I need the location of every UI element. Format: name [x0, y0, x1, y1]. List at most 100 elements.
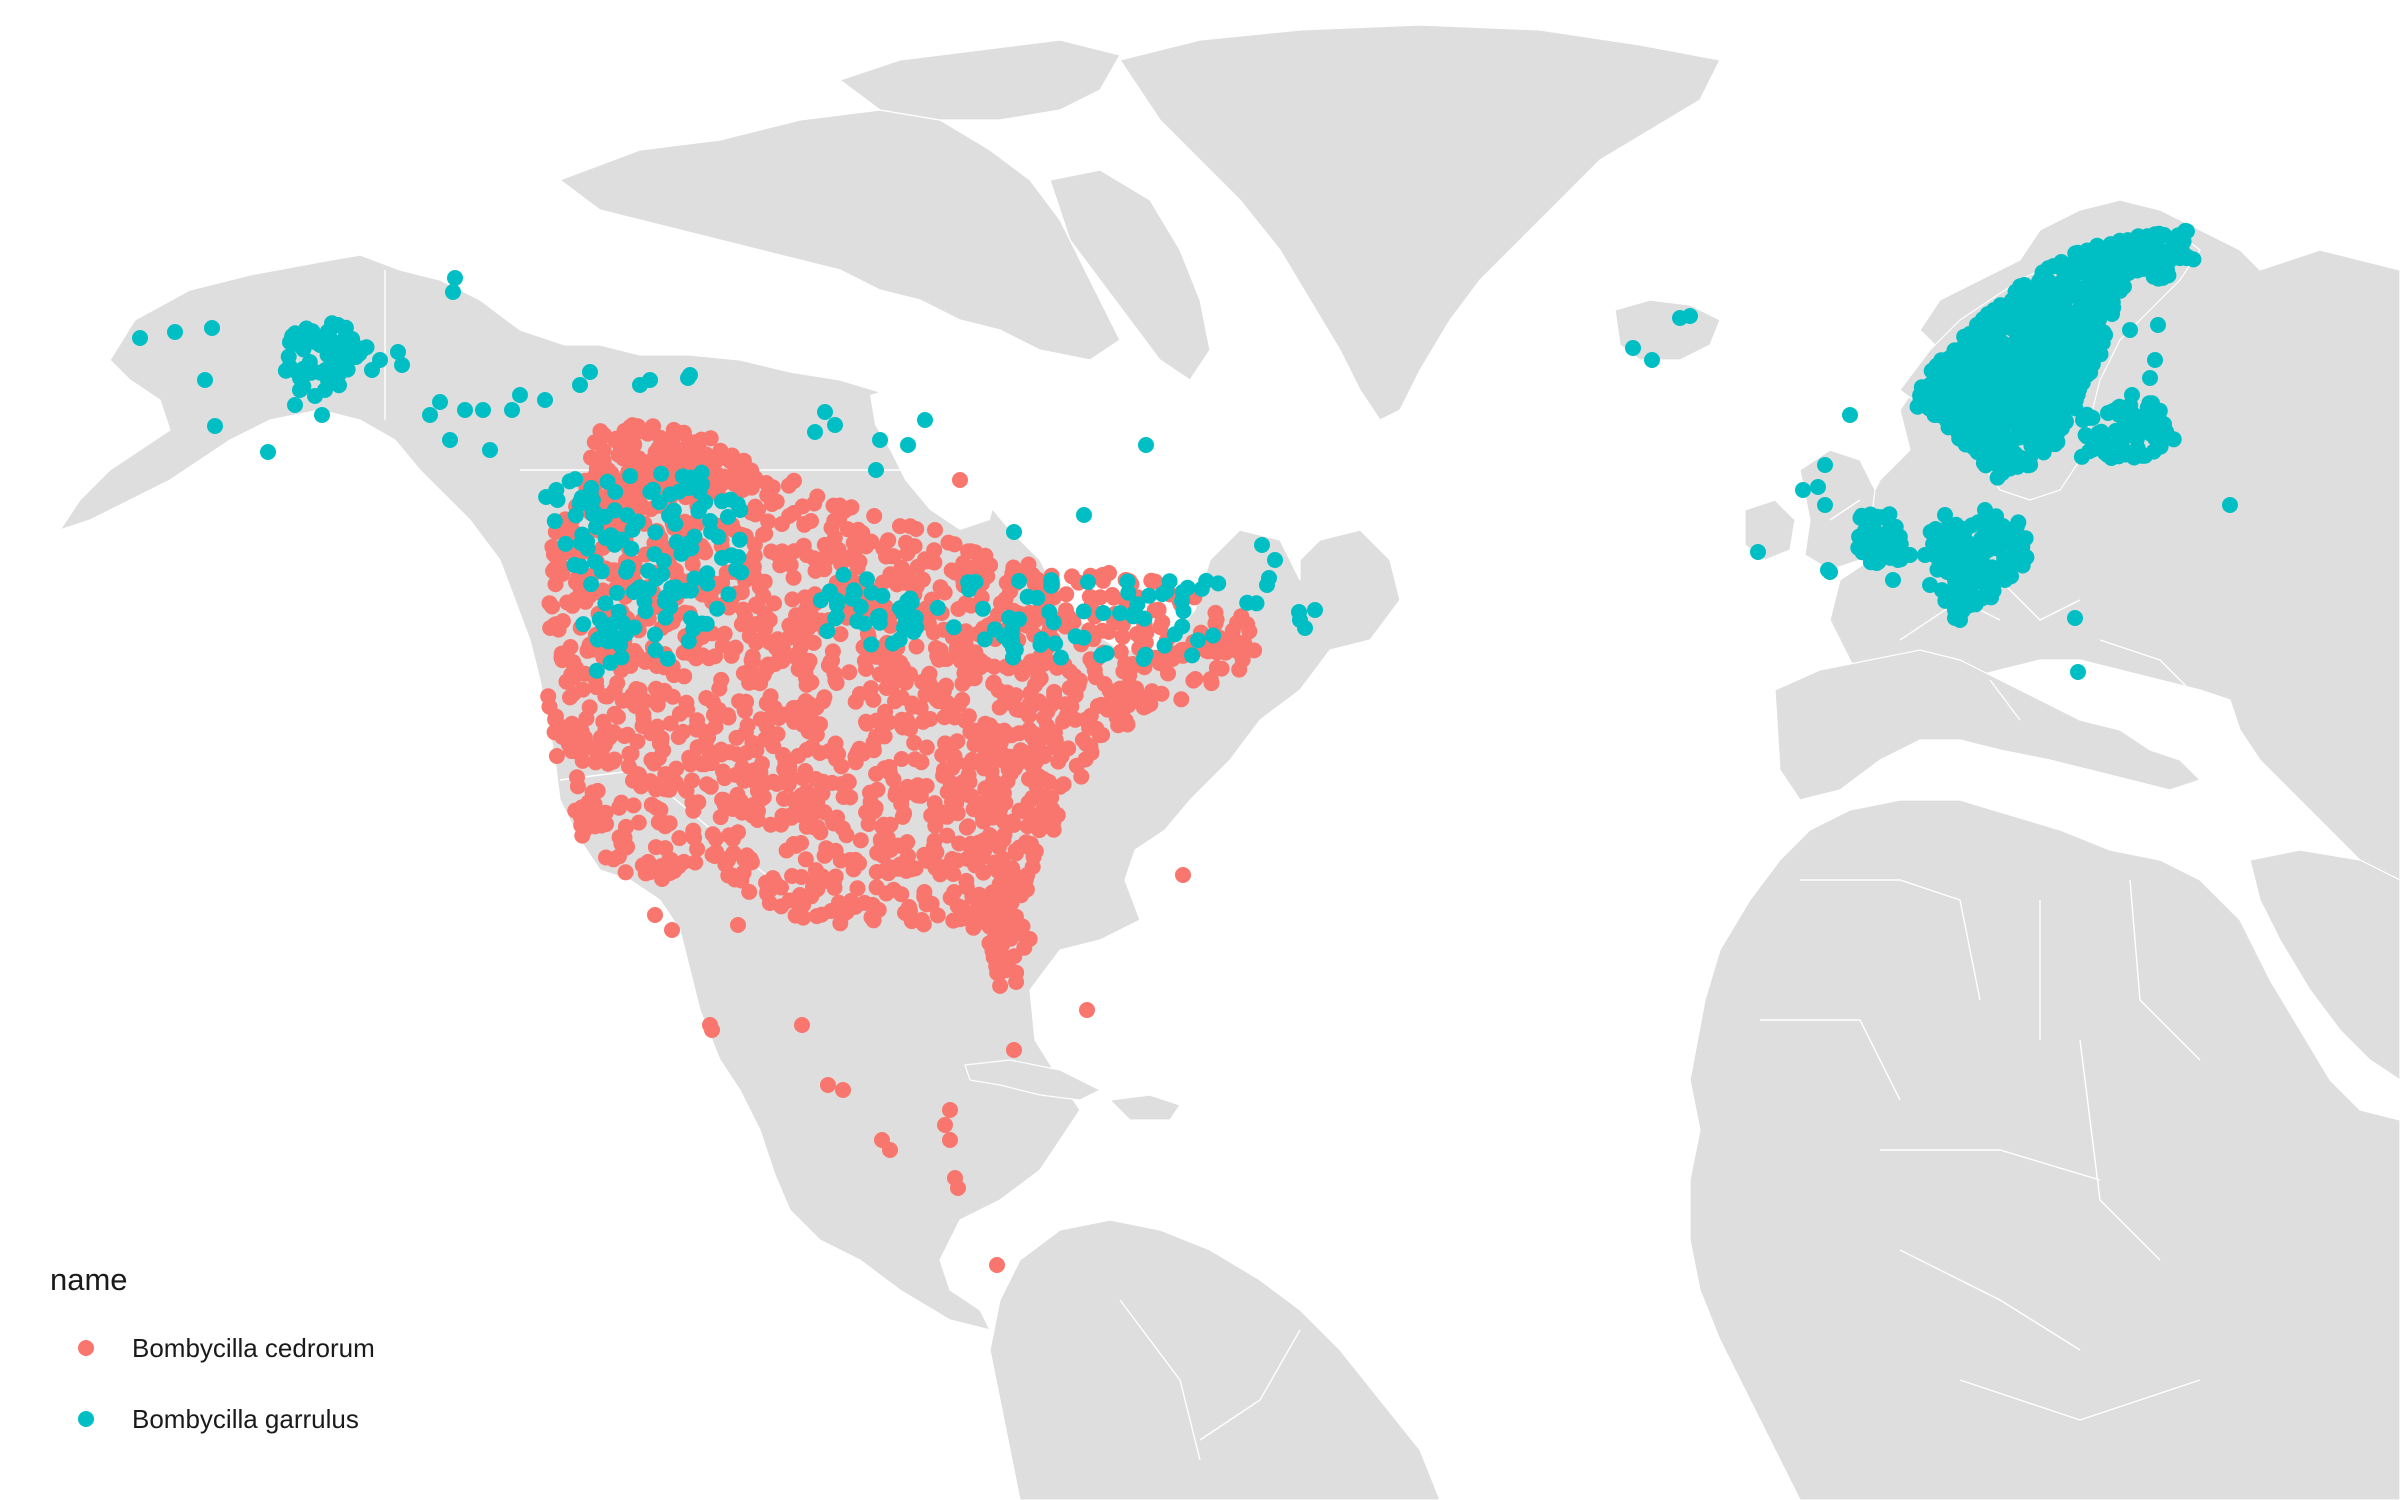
cedrorum-point [605, 562, 622, 579]
garrulus-point [659, 650, 676, 667]
cedrorum-point [922, 711, 939, 727]
garrulus-point [1971, 422, 1988, 438]
garrulus-point [1862, 554, 1879, 571]
cedrorum-point [785, 505, 802, 521]
cedrorum-point [965, 801, 982, 818]
cedrorum-point [785, 569, 802, 586]
cedrorum-point [985, 675, 1002, 692]
garrulus-point [2058, 283, 2075, 300]
land-masses [58, 24, 2400, 1500]
cedrorum-point [869, 781, 886, 798]
south-america [989, 1219, 1441, 1500]
garrulus-point [2126, 407, 2142, 423]
cedrorum-point [964, 888, 981, 905]
cedrorum-point [700, 650, 717, 667]
garrulus-point [917, 412, 933, 428]
garrulus-point [636, 593, 653, 610]
cedrorum-point [634, 460, 651, 477]
cedrorum-point [866, 508, 883, 524]
cedrorum-point [1022, 685, 1039, 702]
cedrorum-point [1030, 669, 1047, 686]
garrulus-point [546, 513, 563, 530]
cedrorum-point [945, 866, 962, 882]
cedrorum-point [946, 564, 963, 581]
garrulus-point [871, 608, 888, 624]
cedrorum-point [595, 451, 612, 468]
cedrorum-point [1208, 611, 1225, 628]
country-borders [384, 270, 2201, 1461]
garrulus-point [647, 642, 664, 659]
garrulus-point [686, 528, 703, 545]
cedrorum-point [794, 770, 811, 787]
garrulus-point [585, 506, 601, 523]
cedrorum-point [890, 568, 907, 585]
garrulus-point [828, 597, 845, 613]
cedrorum-point [892, 518, 908, 535]
cedrorum-point [908, 638, 925, 655]
cedrorum-point [768, 545, 785, 562]
cedrorum-point [795, 537, 812, 554]
cedrorum-point [874, 836, 891, 853]
garrulus-point [863, 636, 880, 653]
garrulus-point [1093, 647, 1110, 664]
garrulus-point [1141, 587, 1157, 604]
cedrorum-point [1241, 623, 1258, 640]
cedrorum-point [753, 755, 770, 772]
cedrorum-point [874, 665, 890, 682]
garrulus-point [1052, 649, 1069, 666]
cedrorum-point [1061, 663, 1078, 680]
garrulus-point [2092, 298, 2109, 314]
cedrorum-point [1006, 1042, 1022, 1058]
cedrorum-point [926, 542, 943, 559]
cedrorum-point [993, 730, 1010, 747]
garrulus-point [2112, 401, 2129, 418]
cedrorum-point [1035, 800, 1052, 817]
cedrorum-point [759, 660, 775, 677]
cedrorum-point [833, 758, 850, 775]
garrulus-point [280, 348, 297, 365]
cedrorum-point [1067, 711, 1084, 728]
cedrorum-point [637, 693, 654, 709]
cedrorum-point [1008, 974, 1025, 990]
garrulus-point [1095, 605, 1112, 621]
cedrorum-point [791, 903, 808, 920]
cedrorum-point [707, 718, 724, 735]
cedrorum-point [664, 922, 680, 938]
cedrorum-point [939, 827, 956, 844]
cedrorum-point [747, 506, 764, 523]
cedrorum-point [1153, 685, 1170, 702]
garrulus-point [1112, 605, 1129, 622]
garrulus-point [2003, 366, 2020, 382]
garrulus-point [602, 527, 619, 544]
cedrorum-point [629, 733, 646, 750]
cedrorum-point [876, 760, 893, 777]
cedrorum-point [835, 789, 852, 805]
garrulus-point [447, 270, 463, 286]
cedrorum-point [689, 712, 706, 729]
cedrorum-point [815, 693, 831, 710]
garrulus-point [1184, 647, 1201, 664]
garrulus-point [1307, 602, 1323, 618]
cedrorum-point [990, 922, 1006, 939]
cedrorum-point [1050, 753, 1067, 770]
cedrorum-point [647, 907, 663, 923]
cedrorum-point [797, 851, 814, 868]
garrulus-point [653, 465, 670, 482]
cedrorum-point [1045, 813, 1062, 830]
cedrorum-point [1026, 732, 1043, 749]
garrulus-point [2045, 383, 2062, 400]
garrulus-point [132, 330, 148, 346]
cedrorum-point [596, 736, 613, 753]
cedrorum-point [712, 809, 729, 826]
cedrorum-point [1123, 692, 1140, 709]
garrulus-point [1210, 575, 1227, 592]
cedrorum-point [1134, 623, 1151, 639]
garrulus-point [2020, 428, 2037, 445]
cedrorum-point [737, 724, 754, 741]
garrulus-point [2139, 228, 2156, 245]
cedrorum-point [964, 788, 981, 805]
garrulus-point [2112, 274, 2129, 291]
garrulus-point [720, 586, 737, 603]
legend-swatch-garrulus [78, 1411, 94, 1427]
cedrorum-point [574, 752, 591, 769]
